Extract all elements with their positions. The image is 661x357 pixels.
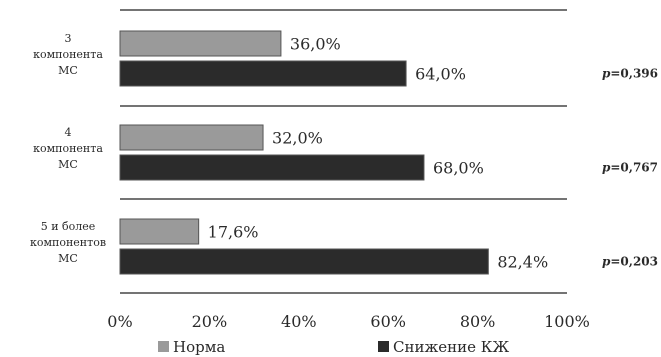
category-label-2-0: 5 и более (41, 220, 96, 233)
bar-snizhenie-0 (119, 60, 407, 87)
x-tick-label-1: 20% (192, 312, 228, 331)
bar-snizhenie-1 (119, 154, 425, 181)
category-label-1-0: 4 (65, 126, 72, 139)
value-label-1-0: 64,0% (415, 65, 466, 84)
value-label-0-0: 36,0% (290, 35, 341, 54)
category-label-0-1: компонента (33, 48, 103, 61)
value-label-0-1: 32,0% (272, 129, 323, 148)
bar-norma-0 (119, 30, 282, 57)
p-value-2: p=0,203 (602, 255, 658, 269)
p-value-1: p=0,767 (602, 161, 658, 175)
legend-label-1: Снижение КЖ (393, 338, 509, 356)
legend-label-0: Норма (173, 338, 225, 356)
bar-snizhenie-2 (119, 248, 489, 275)
category-label-2-1: компонентов (30, 236, 106, 249)
value-label-1-2: 82,4% (497, 253, 548, 272)
category-label-1-2: МС (58, 158, 78, 171)
x-tick-label-2: 40% (281, 312, 317, 331)
legend-swatch-0 (158, 341, 169, 352)
category-label-0-0: 3 (65, 32, 72, 45)
value-label-1-1: 68,0% (433, 159, 484, 178)
x-tick-label-4: 80% (460, 312, 496, 331)
category-label-0-2: МС (58, 64, 78, 77)
x-tick-label-5: 100% (544, 312, 590, 331)
x-tick-label-0: 0% (107, 312, 132, 331)
value-label-0-2: 17,6% (208, 223, 259, 242)
bar-norma-2 (119, 218, 200, 245)
category-label-2-2: МС (58, 252, 78, 265)
legend-swatch-1 (378, 341, 389, 352)
p-value-0: p=0,396 (602, 67, 658, 81)
category-label-1-1: компонента (33, 142, 103, 155)
x-tick-label-3: 60% (370, 312, 406, 331)
bar-norma-1 (119, 124, 264, 151)
